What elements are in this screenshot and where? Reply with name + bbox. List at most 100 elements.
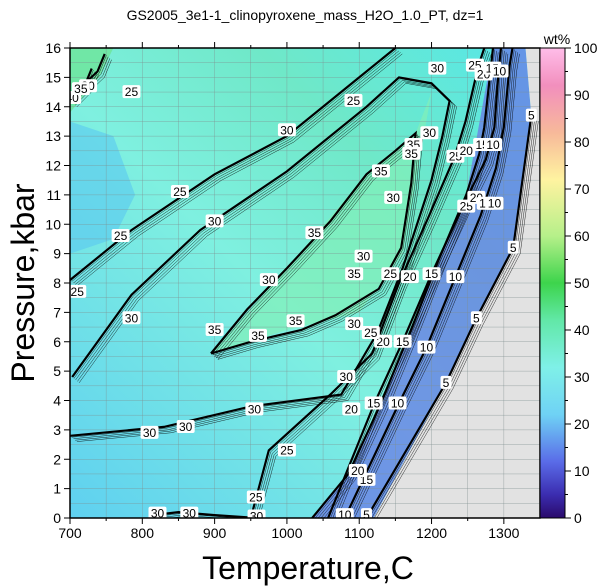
contour-label-background (490, 64, 509, 78)
contour-line-minor (217, 138, 423, 360)
contour-label: 10 (484, 137, 502, 152)
contour-label-text: 10 (493, 65, 507, 79)
contour-label-text: 30 (125, 311, 139, 325)
contour-label-background (259, 273, 278, 287)
contour-label-text: 10 (420, 341, 434, 355)
contour-label-background (354, 249, 373, 263)
contour-label: 15 (364, 396, 383, 410)
y-tick-label: 9 (53, 246, 61, 262)
x-tick-label: 1200 (416, 525, 447, 541)
y-tick-label: 14 (45, 99, 61, 115)
x-tick-label: 1000 (271, 525, 302, 541)
contour-label-text: 20 (403, 270, 417, 284)
contour-label: 20 (400, 270, 419, 284)
contour-line-minor (346, 49, 515, 518)
colorbar-tick-label: 40 (574, 322, 590, 338)
contour-label: 5 (440, 375, 452, 390)
contour-label: 30 (122, 311, 141, 325)
contour-label-background (70, 284, 87, 298)
contour-label: 20 (457, 143, 476, 158)
contour-line-minor (183, 517, 189, 518)
contour-label-text: 10 (488, 197, 502, 211)
contour-label-background (402, 146, 421, 160)
contour-label-background (446, 270, 465, 284)
contour-line-minor (259, 53, 492, 518)
contour-label-background (485, 196, 504, 210)
contour-line-30 (70, 76, 451, 437)
contour-label-background (305, 226, 324, 240)
colorbar-tick-label: 90 (574, 87, 590, 103)
contour-line-minor (252, 49, 487, 518)
contour-label-background (111, 229, 130, 242)
contour-label: 30 (277, 123, 296, 137)
contour-label-background (71, 82, 90, 96)
y-tick-label: 13 (45, 128, 61, 144)
contour-label-background (400, 270, 419, 284)
colorbar-tick-label: 100 (574, 40, 598, 56)
contour-label: 35 (371, 164, 390, 178)
contour-label-text: 20 (351, 464, 365, 478)
colorbar-tick-label: 10 (574, 463, 590, 479)
contour-label: 30 (176, 419, 195, 434)
contour-label: 30 (345, 317, 364, 331)
y-tick-label: 0 (53, 510, 61, 526)
contour-line-minor (254, 50, 489, 518)
contour-label: 30 (420, 126, 439, 140)
contour-label-text: 30 (250, 510, 264, 524)
contour-line-minor (354, 53, 520, 518)
contour-label: 30 (205, 214, 224, 228)
contour-label-text: 30 (183, 507, 197, 521)
contour-line-minor (156, 514, 222, 518)
contour-label-text: 30 (280, 123, 294, 137)
x-tick-label: 1100 (344, 525, 374, 541)
contour-label-text: 35 (308, 226, 322, 240)
contour-line-minor (216, 137, 422, 359)
contour-label-background (507, 240, 519, 254)
contour-label: 25 (170, 184, 189, 199)
colorbar-tick-label: 30 (574, 369, 590, 385)
colorbar-tick-label: 50 (574, 275, 590, 291)
contour-label: 35 (305, 226, 324, 240)
y-tick-label: 4 (53, 393, 61, 409)
contour-label: 15 (393, 334, 412, 349)
contour-label-background (388, 396, 407, 410)
contour-line-10 (343, 48, 514, 518)
colorbar-tick-label: 80 (574, 134, 590, 150)
contour-label-background (345, 317, 364, 331)
contour-label: 35 (205, 323, 224, 337)
contour-label-text: 25 (71, 285, 85, 299)
x-tick-label: 900 (203, 525, 227, 541)
contour-label-background (205, 323, 224, 336)
contour-label: 30 (384, 190, 403, 205)
contour-label: 25 (277, 443, 296, 457)
contour-label: 35 (345, 267, 364, 281)
contour-label-text: 30 (248, 402, 262, 416)
contour-label-text: 25 (280, 443, 294, 457)
contour-label: 10 (388, 396, 407, 410)
contour-label-background (286, 314, 305, 328)
y-tick-label: 1 (53, 481, 61, 497)
contour-label-background (525, 108, 537, 122)
contour-label-text: 25 (347, 94, 361, 108)
contour-label-text: 25 (364, 326, 378, 340)
contour-label-text: 25 (114, 229, 128, 243)
contour-label-text: 30 (179, 420, 193, 434)
contour-line-minor (256, 52, 490, 518)
contour-label-text: 20 (345, 402, 359, 416)
x-tick-label: 800 (131, 525, 155, 541)
contour-label-background (470, 311, 482, 325)
contour-line-minor (75, 52, 401, 285)
contour-label: 30 (354, 249, 373, 264)
contour-label-text: 35 (405, 147, 419, 161)
contour-label-text: 5 (510, 241, 517, 255)
contour-label-text: 5 (473, 311, 480, 325)
contour-line-minor (323, 53, 501, 518)
y-tick-label: 15 (45, 69, 61, 85)
contour-label-background (176, 419, 195, 433)
contour-label: 5 (507, 240, 519, 255)
contour-label-background (381, 267, 400, 281)
low-value-patch (70, 121, 136, 254)
contour-label-text: 15 (396, 335, 410, 349)
